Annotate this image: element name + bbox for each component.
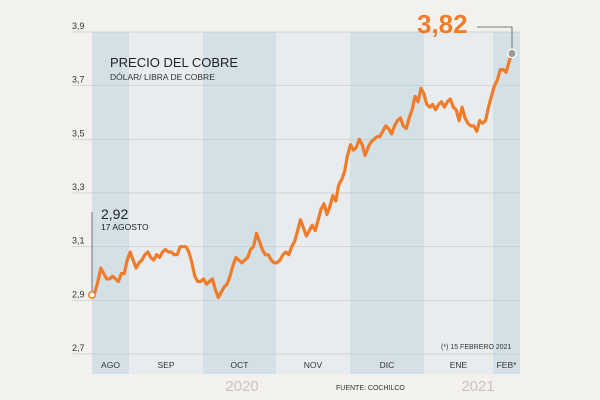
month-band <box>276 32 350 374</box>
year-labels: 2020 2021 <box>225 378 494 395</box>
footnote: (*) 15 FEBRERO 2021 <box>441 344 512 351</box>
price-line-group <box>88 48 517 300</box>
y-tick-label: 3,3 <box>72 182 85 192</box>
y-tick-label: 3,9 <box>72 21 85 31</box>
y-tick-label: 3,1 <box>72 236 85 246</box>
year-label: 2021 <box>461 378 494 395</box>
month-band <box>424 32 493 374</box>
month-label: NOV <box>304 360 323 370</box>
month-label: FEB* <box>497 360 518 370</box>
month-band <box>203 32 276 374</box>
month-band <box>350 32 424 374</box>
month-band <box>92 32 129 374</box>
month-band <box>129 32 203 374</box>
month-label: SEP <box>157 360 174 370</box>
start-date-label: 17 AGOSTO <box>101 222 149 232</box>
end-value-label: 3,82 <box>417 9 468 39</box>
end-leader-line <box>477 26 513 49</box>
month-label: AGO <box>101 360 120 370</box>
year-label: 2020 <box>225 378 258 395</box>
month-label: ENE <box>450 360 468 370</box>
y-axis-ticks: 2,7 2,9 3,1 3,3 3,5 3,7 3,9 <box>72 21 85 353</box>
price-line <box>90 51 514 300</box>
start-annotation: 2,92 17 AGOSTO <box>91 206 149 291</box>
end-annotation: 3,82 <box>417 9 513 49</box>
chart-subtitle: DÓLAR/ LIBRA DE COBRE <box>110 72 215 82</box>
month-bands <box>92 32 520 374</box>
start-value-label: 2,92 <box>101 206 128 222</box>
y-tick-label: 3,5 <box>72 128 85 138</box>
month-band <box>493 32 520 374</box>
month-label: OCT <box>231 360 249 370</box>
source-label: FUENTE: COCHILCO <box>336 385 405 392</box>
chart-title: PRECIO DEL COBRE <box>110 55 238 70</box>
grid-lines <box>72 31 520 355</box>
y-tick-label: 2,7 <box>72 343 85 353</box>
month-label: DIC <box>380 360 395 370</box>
month-labels: AGO SEP OCT NOV DIC ENE FEB* <box>101 360 517 370</box>
y-tick-label: 2,9 <box>72 289 85 299</box>
end-point-marker <box>507 48 517 59</box>
start-point-marker <box>88 291 96 299</box>
y-tick-label: 3,7 <box>72 75 85 85</box>
